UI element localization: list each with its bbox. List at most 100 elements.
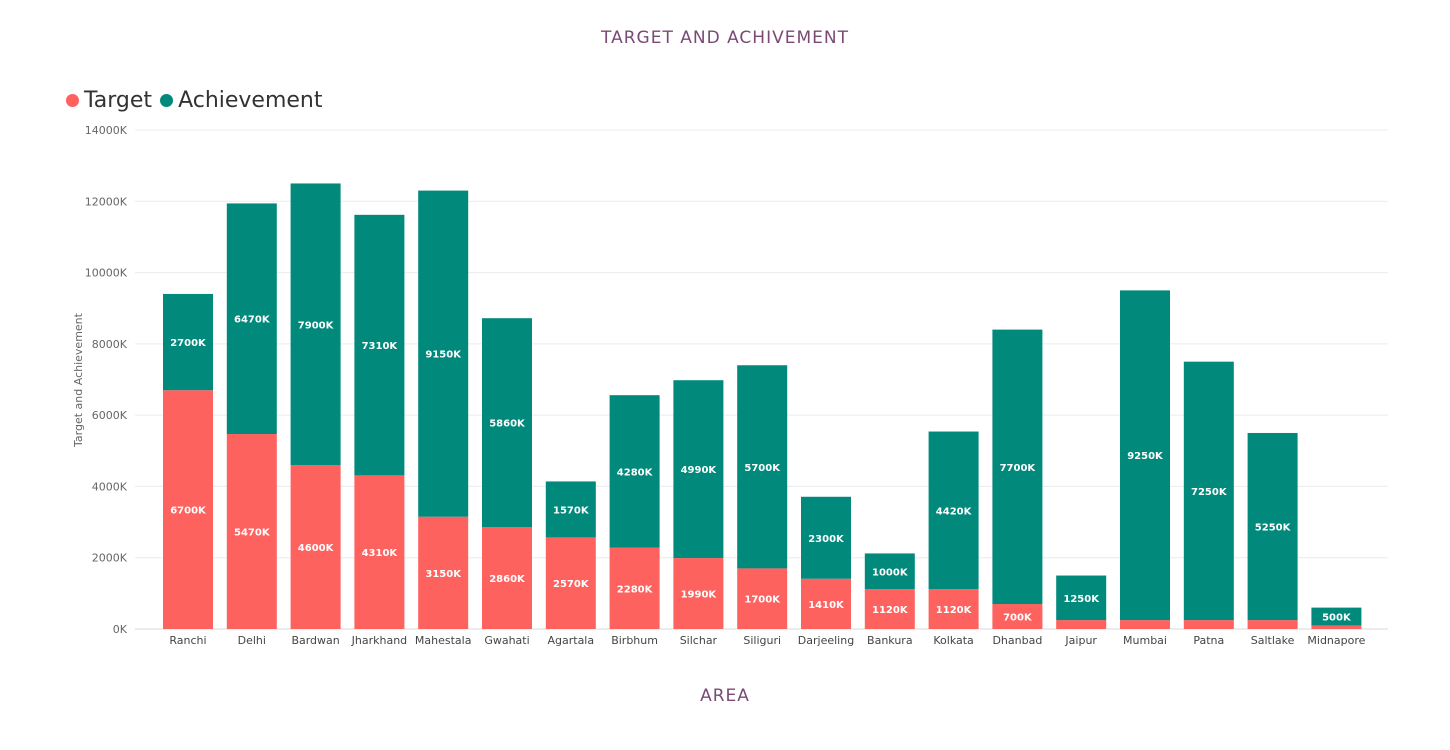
legend-dot-achievement — [160, 94, 174, 107]
data-label: 1250K — [1063, 594, 1100, 605]
bar-target[interactable] — [609, 547, 660, 629]
x-tick-label: Mahestala — [415, 634, 472, 647]
bar-achievement[interactable] — [1120, 290, 1170, 621]
bar-target[interactable] — [737, 568, 788, 629]
bar-achievement[interactable] — [673, 380, 724, 559]
bar-target[interactable] — [354, 475, 405, 629]
bar-target[interactable] — [418, 516, 469, 629]
bar-target[interactable] — [801, 578, 851, 629]
x-tick-label: Birbhum — [611, 634, 658, 647]
x-axis-title: AREA — [700, 686, 750, 706]
bar-target[interactable] — [226, 434, 277, 629]
bar-target[interactable] — [1183, 620, 1234, 629]
data-label: 1120K — [936, 605, 973, 616]
x-tick-label: Bardwan — [291, 634, 339, 647]
y-tick-label: 2000K — [92, 552, 128, 565]
bar-achievement[interactable] — [737, 365, 788, 569]
data-label: 5470K — [234, 528, 271, 539]
data-label: 2570K — [553, 579, 590, 590]
data-label: 9150K — [425, 350, 462, 361]
data-label: 9250K — [1127, 451, 1164, 462]
data-label: 7250K — [1191, 487, 1228, 498]
data-label: 4990K — [681, 465, 718, 476]
x-tick-label: Kolkata — [933, 634, 973, 647]
x-tick-label: Gwahati — [484, 634, 529, 647]
data-label: 1000K — [872, 567, 909, 578]
y-tick-label: 10000K — [85, 267, 128, 280]
bar-achievement[interactable] — [226, 203, 277, 435]
bar-target[interactable] — [163, 390, 213, 629]
data-label: 2860K — [489, 574, 526, 585]
y-axis-title: Target and Achievement — [72, 312, 85, 448]
bar-achievement[interactable] — [609, 395, 660, 548]
data-label: 700K — [1003, 613, 1033, 624]
y-tick-label: 0K — [113, 623, 128, 636]
bar-achievement[interactable] — [163, 293, 213, 391]
legend-item-target[interactable]: Target — [66, 88, 152, 113]
data-label: 6700K — [170, 506, 207, 517]
y-tick-label: 4000K — [92, 480, 128, 493]
data-label: 1120K — [872, 605, 909, 616]
bar-achievement[interactable] — [482, 318, 532, 528]
x-tick-label: Siliguri — [743, 634, 781, 647]
x-tick-label: Jaipur — [1064, 634, 1097, 647]
x-tick-label: Saltlake — [1251, 634, 1295, 647]
data-label: 1990K — [681, 590, 718, 601]
bar-achievement[interactable] — [1311, 607, 1362, 626]
data-label: 3150K — [425, 569, 462, 580]
legend-label-achievement: Achievement — [178, 88, 323, 113]
bar-target[interactable] — [1120, 620, 1170, 629]
data-label: 4280K — [617, 467, 654, 478]
data-label: 2280K — [617, 584, 654, 595]
bar-achievement[interactable] — [801, 496, 851, 579]
chart-title: TARGET AND ACHIVEMENT — [601, 28, 849, 48]
bar-target[interactable] — [1056, 620, 1107, 629]
legend-dot-target — [66, 94, 79, 107]
bar-achievement[interactable] — [992, 329, 1043, 605]
bar-target[interactable] — [992, 604, 1043, 629]
legend-item-achievement[interactable]: Achievement — [160, 88, 323, 113]
bar-achievement[interactable] — [1247, 432, 1298, 621]
data-label: 4600K — [298, 543, 335, 554]
data-label: 7900K — [298, 320, 335, 331]
bar-target[interactable] — [1311, 625, 1362, 629]
y-tick-label: 8000K — [92, 338, 128, 351]
bar-achievement[interactable] — [1056, 575, 1107, 621]
x-tick-label: Mumbai — [1123, 634, 1167, 647]
bar-target[interactable] — [1247, 620, 1298, 629]
bar-achievement[interactable] — [1183, 361, 1234, 621]
data-label: 5700K — [744, 463, 781, 474]
bar-achievement[interactable] — [545, 481, 596, 538]
data-label: 7700K — [1000, 463, 1037, 474]
x-tick-label: Delhi — [238, 634, 266, 647]
data-label: 5860K — [489, 419, 526, 430]
bar-achievement[interactable] — [418, 190, 469, 517]
bar-target[interactable] — [545, 537, 596, 629]
data-label: 2300K — [808, 534, 845, 545]
bar-target[interactable] — [482, 527, 532, 629]
bar-achievement[interactable] — [290, 183, 341, 466]
bar-achievement[interactable] — [864, 553, 915, 590]
bar-achievement[interactable] — [354, 214, 405, 476]
bar-target[interactable] — [928, 589, 979, 629]
bar-target[interactable] — [290, 465, 341, 629]
x-tick-label: Patna — [1193, 634, 1224, 647]
x-tick-label: Agartala — [547, 634, 594, 647]
bar-target[interactable] — [864, 589, 915, 629]
data-label: 1410K — [808, 600, 845, 611]
bar-achievement[interactable] — [928, 431, 979, 590]
x-tick-label: Jharkhand — [351, 634, 408, 647]
data-label: 6470K — [234, 315, 271, 326]
data-label: 7310K — [362, 341, 399, 352]
x-tick-label: Darjeeling — [798, 634, 854, 647]
x-tick-label: Ranchi — [169, 634, 206, 647]
y-tick-label: 12000K — [85, 195, 128, 208]
bar-target[interactable] — [673, 558, 724, 629]
data-label: 500K — [1322, 613, 1352, 624]
data-label: 4310K — [362, 548, 399, 559]
x-tick-label: Dhanbad — [992, 634, 1042, 647]
legend: Target Achievement — [66, 88, 331, 113]
x-tick-label: Silchar — [680, 634, 718, 647]
data-label: 1570K — [553, 505, 590, 516]
